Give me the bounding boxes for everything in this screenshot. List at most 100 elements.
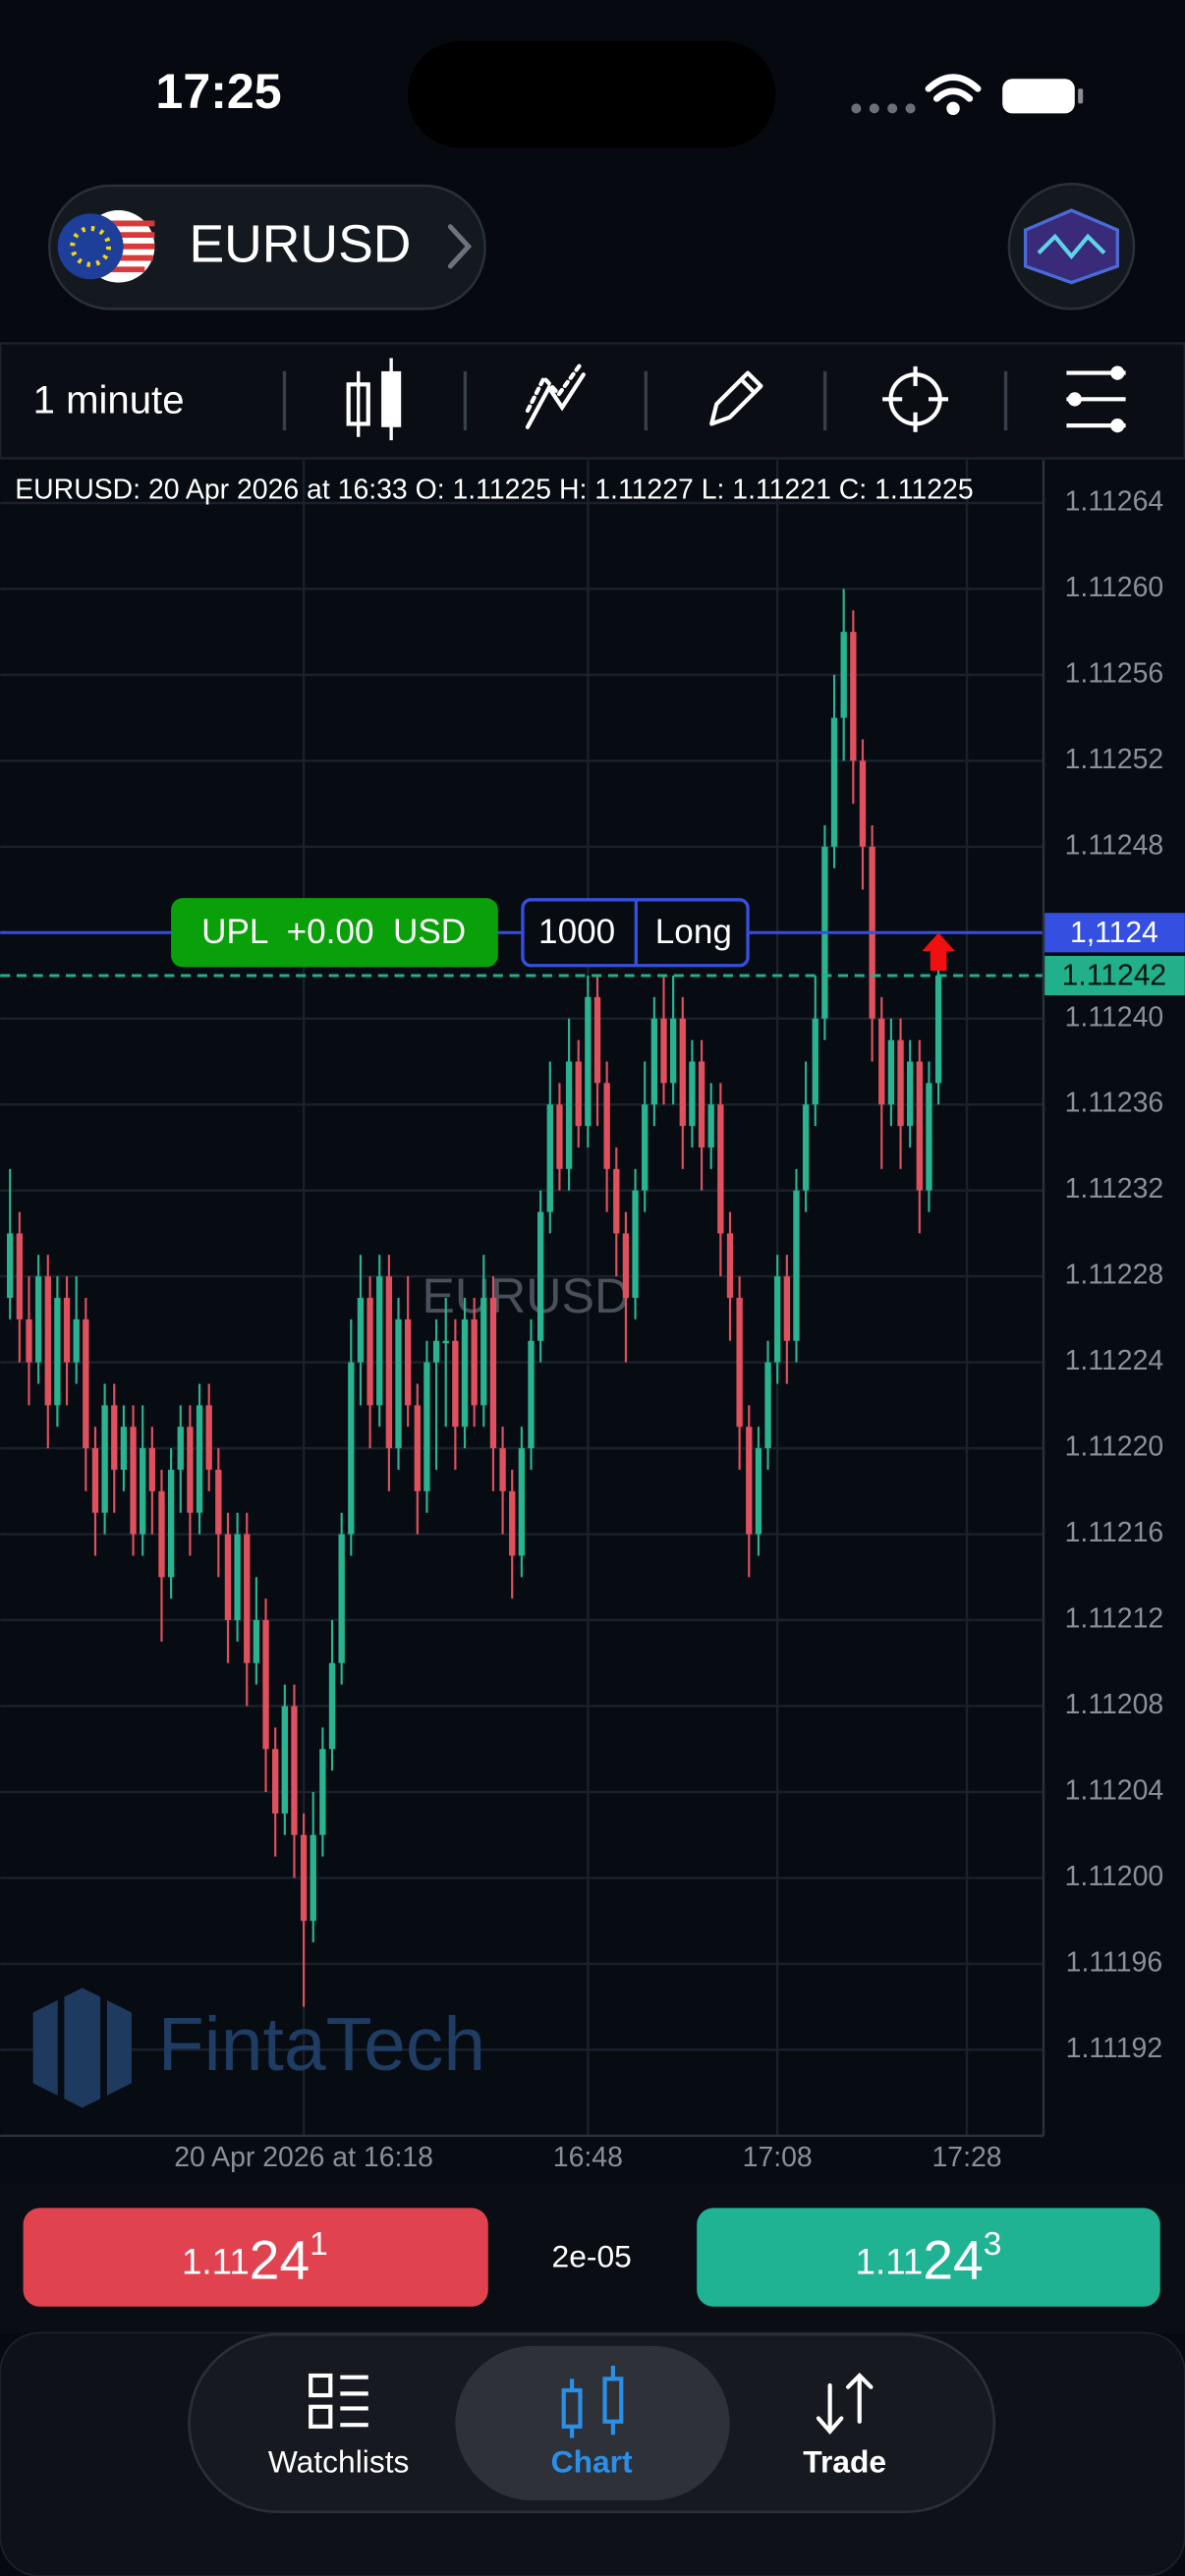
candle-body xyxy=(840,632,847,718)
candle-body xyxy=(887,1039,895,1105)
candle-body xyxy=(262,1620,269,1750)
symbol-button[interactable]: EURUSD xyxy=(48,184,486,310)
order-quantity: 1000 xyxy=(538,913,615,951)
y-tick-label: 1.11216 xyxy=(1065,1517,1164,1548)
sell-button-bg[interactable] xyxy=(23,2208,488,2307)
candle-body xyxy=(253,1620,260,1663)
settings-button[interactable] xyxy=(1066,365,1126,433)
spread: 2e-05 xyxy=(552,2239,632,2274)
ask-sup: 3 xyxy=(984,2226,1002,2263)
buy-button[interactable]: 1.11243 xyxy=(697,2208,1160,2307)
candle-body xyxy=(850,632,857,761)
chart-type-button[interactable] xyxy=(346,358,402,441)
candle-body xyxy=(452,1340,459,1428)
candle-body xyxy=(622,1233,630,1299)
profile-button[interactable] xyxy=(1007,183,1136,310)
candle-body xyxy=(528,1340,535,1449)
candle-body xyxy=(63,1298,71,1363)
watchlists-icon xyxy=(309,2373,368,2429)
avatar-logo xyxy=(1023,208,1119,285)
buy-button-bg[interactable] xyxy=(697,2208,1160,2307)
toolbar-separators xyxy=(282,370,1008,431)
price-line-label: 1.11242 xyxy=(1062,960,1167,992)
candle-body xyxy=(111,1405,118,1470)
candle-body xyxy=(613,1168,620,1234)
nav-label: Chart xyxy=(551,2444,633,2480)
candle-body xyxy=(319,1749,326,1835)
candle-body xyxy=(934,976,942,1084)
candle-body xyxy=(158,1490,165,1578)
candle-body xyxy=(480,1298,487,1406)
ask-price: 1.11243 xyxy=(856,2226,1002,2290)
y-tick-label: 1.11192 xyxy=(1066,2033,1162,2064)
trade-icon xyxy=(816,2373,874,2436)
candle-body xyxy=(101,1405,108,1513)
eu-flag xyxy=(57,213,124,280)
candle-body xyxy=(878,1018,885,1105)
candle-body xyxy=(830,717,838,847)
candle-body xyxy=(669,1018,677,1084)
candle-body xyxy=(707,1104,714,1148)
candle-body xyxy=(650,1018,658,1105)
y-tick-label: 1.11224 xyxy=(1065,1345,1164,1376)
candle-body xyxy=(272,1749,279,1814)
candle-body xyxy=(16,1233,24,1319)
y-tick-label: 1.11196 xyxy=(1066,1946,1162,1978)
battery-icon xyxy=(1002,79,1075,114)
candle-body xyxy=(54,1298,61,1406)
last-price-arrow xyxy=(922,932,955,972)
candle-body xyxy=(7,1233,14,1299)
candle-body xyxy=(177,1427,184,1470)
symbol-pill[interactable] xyxy=(48,184,486,310)
y-tick-label: 1.11240 xyxy=(1065,1001,1164,1033)
chart-background xyxy=(0,460,1185,2186)
indicators-button[interactable] xyxy=(525,363,586,429)
candle-body xyxy=(593,996,601,1084)
nav-label: Watchlists xyxy=(268,2444,410,2480)
candle-body xyxy=(234,1534,241,1621)
candle-body xyxy=(34,1276,42,1363)
battery-tip xyxy=(1078,88,1084,104)
ohlc-legend: EURUSD: 20 Apr 2026 at 16:33 O: 1.11225 … xyxy=(15,474,973,505)
order-side: Long xyxy=(655,913,732,951)
y-tick-label: 1.11220 xyxy=(1065,1431,1164,1463)
candle-body xyxy=(44,1276,51,1406)
y-tick-label: 1.11232 xyxy=(1065,1173,1164,1204)
x-tick-label: 17:08 xyxy=(743,2142,813,2173)
logo-mark xyxy=(32,1988,132,2108)
candle-body xyxy=(224,1534,232,1621)
candle-body xyxy=(585,996,592,1127)
nav-watchlists[interactable]: Watchlists xyxy=(268,2373,410,2480)
draw-button[interactable] xyxy=(709,370,763,426)
position-badge[interactable]: UPL +0.00 USD 1000 Long xyxy=(171,898,750,968)
price-line-label-bg xyxy=(1044,955,1185,996)
x-tick-label: 16:48 xyxy=(553,2142,623,2173)
candle-body xyxy=(812,1018,818,1105)
avatar-mark xyxy=(1037,233,1106,260)
candle-body xyxy=(300,1834,308,1922)
candle-body xyxy=(518,1448,526,1556)
candle-body xyxy=(385,1276,393,1449)
candle-body xyxy=(73,1318,80,1363)
nav-trade[interactable]: Trade xyxy=(803,2373,886,2480)
nav-chart[interactable]: Chart xyxy=(551,2365,633,2480)
candle-body xyxy=(660,1018,667,1084)
logo-text: FintaTech xyxy=(158,2002,485,2087)
y-tick-label: 1.11200 xyxy=(1065,1861,1164,1892)
price-line-label: 1,1124 xyxy=(1070,917,1158,949)
chevron xyxy=(447,224,473,269)
nav-label: Trade xyxy=(803,2444,886,2480)
y-tick-label: 1.11264 xyxy=(1065,485,1164,517)
candle-body xyxy=(291,1706,298,1835)
status-time: 17:25 xyxy=(155,64,281,119)
sell-button[interactable]: 1.11241 xyxy=(23,2208,488,2307)
y-tick-label: 1.11204 xyxy=(1065,1774,1164,1806)
bid-big: 24 xyxy=(250,2229,310,2290)
chart[interactable]: EURUSD FintaTech 1.112641.112601.112561.… xyxy=(0,460,1185,2186)
interval-selector[interactable]: 1 minute xyxy=(33,377,185,421)
nav-active-pill xyxy=(455,2345,730,2501)
candle-body xyxy=(432,1340,440,1363)
candle-body xyxy=(509,1490,516,1556)
crosshair-button[interactable] xyxy=(882,365,949,432)
candle-body xyxy=(395,1318,402,1449)
